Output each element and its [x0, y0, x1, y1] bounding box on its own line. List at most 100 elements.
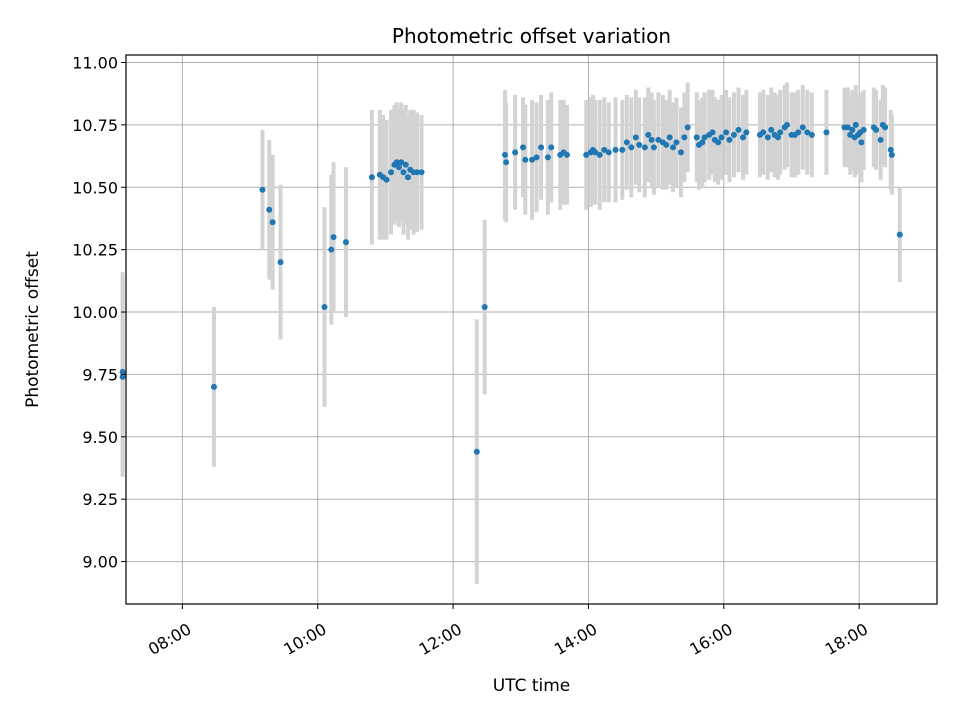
data-point: [328, 246, 335, 253]
data-point: [877, 136, 884, 143]
y-tick-label: 10.25: [72, 241, 118, 260]
data-point: [548, 144, 555, 151]
data-point: [269, 219, 276, 226]
data-point: [849, 126, 856, 133]
data-point: [277, 259, 284, 266]
y-tick-label: 10.50: [72, 178, 118, 197]
data-point: [768, 126, 775, 133]
data-point: [383, 176, 390, 183]
data-point: [623, 139, 630, 146]
x-axis-title: UTC time: [493, 676, 571, 696]
data-point: [321, 304, 328, 311]
data-point: [808, 131, 815, 138]
data-point: [823, 129, 830, 136]
data-point: [619, 146, 626, 153]
data-point: [852, 121, 859, 128]
data-point: [844, 124, 851, 131]
data-point: [601, 146, 608, 153]
data-point: [718, 134, 725, 141]
data-point: [670, 144, 677, 151]
data-point: [330, 234, 337, 241]
y-tick-label: 9.75: [82, 365, 118, 384]
data-point: [847, 131, 854, 138]
data-point: [699, 139, 706, 146]
data-point: [398, 159, 405, 166]
data-point: [388, 169, 395, 176]
data-point: [783, 121, 790, 128]
data-point: [681, 134, 688, 141]
data-point: [873, 126, 880, 133]
data-point: [605, 149, 612, 156]
data-point: [481, 304, 488, 311]
data-point: [533, 154, 540, 161]
plot-frame: [125, 54, 938, 605]
data-point: [564, 151, 571, 158]
data-point: [804, 129, 811, 136]
data-point: [726, 136, 733, 143]
data-point: [119, 368, 126, 375]
data-point: [648, 136, 655, 143]
data-point: [520, 144, 527, 151]
data-point: [266, 206, 273, 213]
data-point: [628, 144, 635, 151]
data-point: [666, 134, 673, 141]
data-point: [612, 146, 619, 153]
data-point: [677, 149, 684, 156]
data-point: [342, 239, 349, 246]
data-point: [512, 149, 519, 156]
data-point: [673, 139, 680, 146]
data-point: [858, 139, 865, 146]
y-axis-title: Photometric offset: [23, 251, 43, 408]
data-point: [393, 159, 400, 166]
data-point: [632, 134, 639, 141]
data-point: [693, 134, 700, 141]
data-points: [119, 121, 903, 455]
data-point: [400, 169, 407, 176]
data-point: [402, 161, 409, 168]
data-point: [777, 129, 784, 136]
data-point: [119, 373, 126, 380]
data-point: [645, 131, 652, 138]
data-point: [760, 129, 767, 136]
data-point: [473, 448, 480, 455]
data-point: [882, 124, 889, 131]
data-point: [709, 129, 716, 136]
data-point: [636, 141, 643, 148]
data-point: [730, 131, 737, 138]
data-point: [583, 151, 590, 158]
data-point: [418, 169, 425, 176]
data-point: [503, 159, 510, 166]
data-point: [896, 231, 903, 238]
data-point: [650, 144, 657, 151]
data-point: [544, 154, 551, 161]
data-point: [701, 134, 708, 141]
data-point: [655, 136, 662, 143]
y-tick-label: 11.00: [72, 53, 118, 72]
data-point: [538, 144, 545, 151]
data-point: [414, 169, 421, 176]
data-point: [210, 383, 217, 390]
y-tick-label: 9.50: [82, 428, 118, 447]
data-point: [684, 124, 691, 131]
chart-title: Photometric offset variation: [392, 24, 671, 48]
data-point: [743, 129, 750, 136]
y-tick-label: 9.00: [82, 553, 118, 572]
y-tick-label: 10.75: [72, 116, 118, 135]
data-point: [596, 151, 603, 158]
y-axis: 9.00 9.25 9.50 9.75 10.00 10.25 10.50 10.75 11.0…: [72, 53, 126, 572]
data-point: [887, 146, 894, 153]
y-tick-label: 10.00: [72, 303, 118, 322]
data-point: [395, 164, 402, 171]
data-point: [723, 129, 730, 136]
data-point: [641, 144, 648, 151]
data-point: [368, 174, 375, 181]
data-point: [501, 151, 508, 158]
data-point: [529, 156, 536, 163]
data-point: [522, 156, 529, 163]
data-point: [795, 129, 802, 136]
data-point: [799, 124, 806, 131]
data-point: [259, 186, 266, 193]
data-point: [663, 141, 670, 148]
